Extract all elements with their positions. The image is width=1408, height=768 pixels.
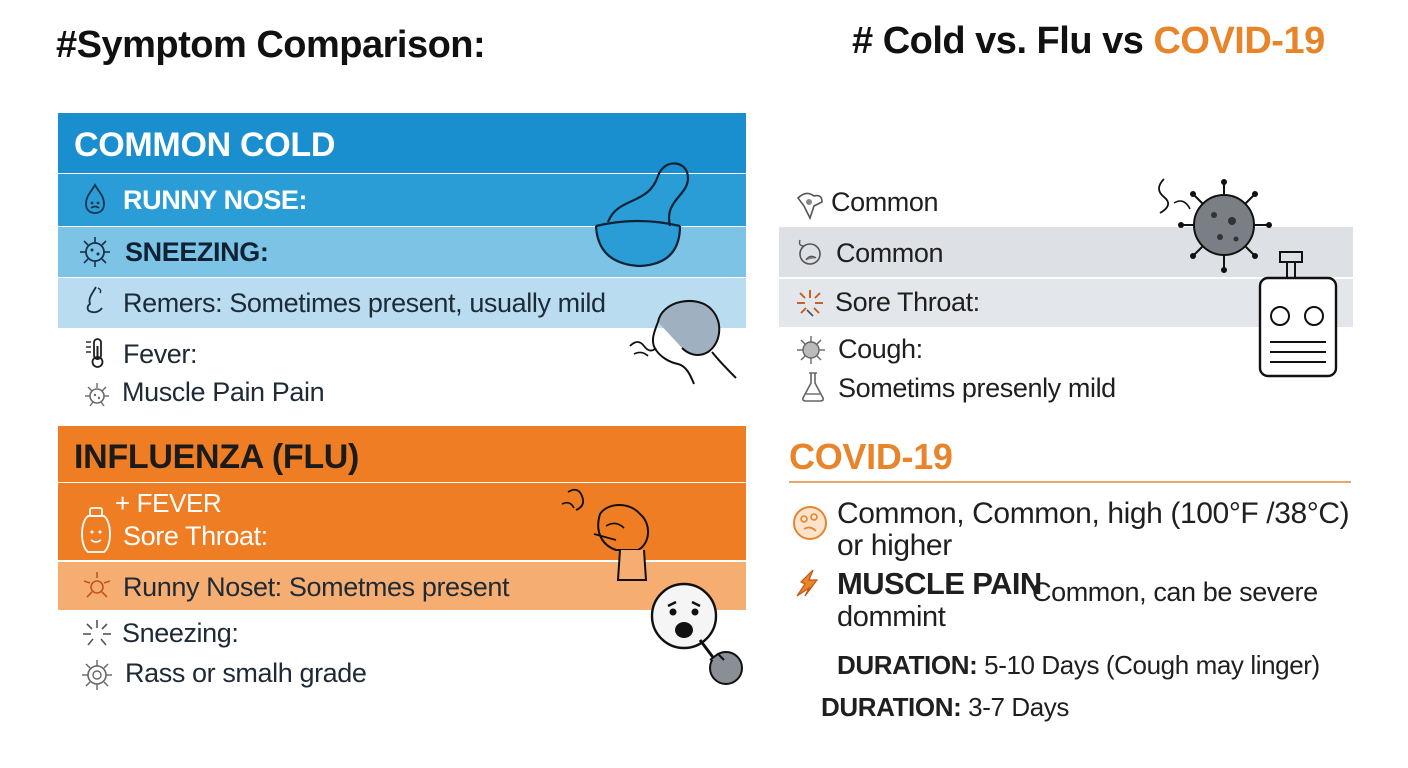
flu-sore-throat: Sore Throat: (123, 521, 268, 551)
right-row-band (779, 227, 1353, 277)
page-title: #Symptom Comparison: (56, 24, 486, 66)
cold-row-band (58, 174, 746, 226)
tissue-bowl-illustration (594, 162, 690, 268)
cold-remers: Remers: Sometimes present, usually mild (123, 288, 606, 318)
covid-fever-text: Common, Common, high (100°F /38°C) (837, 497, 1350, 530)
right-common-1: Common (831, 187, 939, 217)
right-sore-throat: Sore Throat: (835, 287, 980, 317)
tissue-icon (796, 192, 823, 221)
cold-fever: Fever: (123, 339, 198, 369)
bottle-face-icon (81, 507, 111, 553)
right-mild: Sometims presenly mild (838, 373, 1116, 403)
covid-muscle-label: MUSCLE PAIN (837, 566, 1042, 601)
flu-fever: + FEVER (115, 488, 222, 518)
flu-runny-nose: Runny Noset: Sometmes present (123, 572, 510, 602)
flu-sneezing: Sneezing: (122, 618, 239, 648)
flu-header-band (58, 426, 746, 482)
germ-icon (797, 336, 825, 364)
cold-header-band (58, 113, 746, 173)
virus-illustration (1158, 178, 1272, 273)
cold-sneezing: SNEEZING: (125, 237, 269, 267)
spark-icon (83, 620, 111, 646)
cold-title: COMMON COLD (74, 126, 336, 164)
coughing-person-illustration (561, 488, 649, 581)
covid-title: COVID-19 (789, 436, 953, 477)
virus-icon (80, 237, 110, 267)
nose-drip-icon (85, 183, 105, 214)
duration-label: DURATION: (821, 692, 962, 722)
comparison-title-prefix: # Cold vs. Flu vs (852, 20, 1144, 62)
cold-row-band (58, 278, 746, 328)
covid-muscle-text: Common, can be severe (1032, 577, 1318, 607)
burst-icon (797, 290, 823, 317)
virus-outline-icon (82, 660, 112, 690)
duration-label: DURATION: (837, 650, 978, 680)
duration-value: 5-10 Days (Cough may linger) (984, 650, 1320, 680)
sneezing-person-illustration (629, 300, 737, 385)
covid-fever-text-2: or higher (837, 529, 952, 562)
throat-icon (798, 239, 821, 265)
nose-icon (86, 286, 103, 314)
comparison-title: # Cold vs. Flu vs COVID-19 (852, 20, 1325, 63)
comparison-title-accent: COVID-19 (1153, 20, 1325, 62)
right-cough: Cough: (838, 334, 923, 364)
flu-title: INFLUENZA (FLU) (74, 438, 360, 476)
sick-face-illustration (650, 582, 743, 685)
germ-icon (85, 383, 109, 407)
duration-value: 3-7 Days (968, 692, 1070, 722)
covid-muscle-text-2: dommint (837, 601, 946, 633)
fever-face-icon (793, 506, 827, 540)
right-common-2: Common (836, 238, 944, 268)
cold-runny-nose: RUNNY NOSE: (123, 185, 308, 215)
covid-duration-2: DURATION: 3-7 Days (821, 692, 1069, 723)
flask-icon (802, 372, 824, 402)
cold-muscle-pain: Muscle Pain Pain (122, 377, 325, 407)
flu-grade: Rass or smalh grade (125, 658, 367, 688)
burst-icon (83, 572, 111, 598)
covid-duration-1: DURATION: 5-10 Days (Cough may linger) (837, 650, 1320, 681)
covid-divider (789, 481, 1351, 483)
medical-device-illustration (1258, 251, 1338, 378)
thermometer-icon (86, 338, 104, 368)
muscle-pain-icon (796, 569, 819, 597)
right-row-band (779, 279, 1353, 327)
